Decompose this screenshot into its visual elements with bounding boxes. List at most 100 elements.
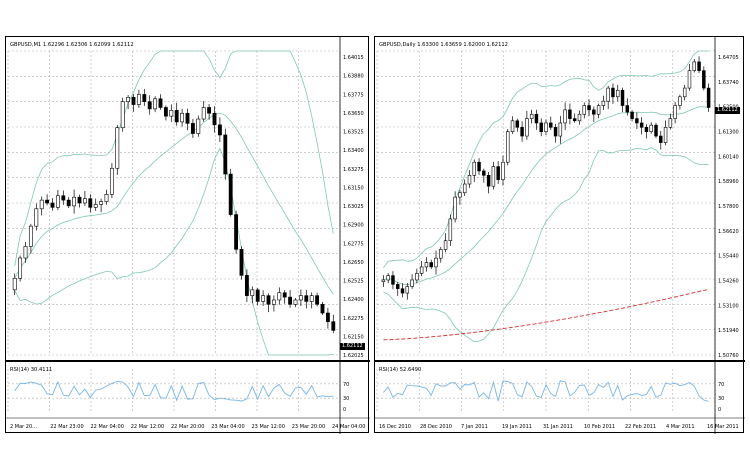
ma-line [383, 288, 709, 341]
rsi-line [8, 380, 340, 402]
candle-body [410, 279, 414, 287]
time-axis: 16 Dec 2010 28 Dec 2010 7 Jan 2011 19 Jan 2… [375, 417, 745, 430]
candle-body [587, 105, 591, 111]
candle-body [448, 218, 453, 242]
chart-header: GBPUSD,M1 1.62296 1.62306 1.62099 1.6211… [10, 42, 134, 48]
candle-body [39, 199, 44, 210]
chart-window-m1[interactable]: GBPUSD,M1 1.62296 1.62306 1.62099 1.6211… [5, 36, 370, 434]
candle-body [525, 118, 529, 137]
candle-body [120, 101, 125, 129]
candle-body [391, 275, 395, 285]
price-tick-label: 1.63775 [343, 92, 364, 98]
candle-body [255, 289, 260, 302]
price-tick-label: 1.63400 [343, 148, 364, 154]
candle-body [572, 118, 577, 122]
price-tick-label: 1.62400 [343, 297, 364, 303]
price-tick-label: 1.62275 [343, 316, 364, 322]
price-tick-label: 1.62025 [343, 353, 364, 359]
band-lower [14, 147, 334, 356]
candle-body [549, 122, 553, 128]
candle-body [424, 262, 429, 268]
price-axis: 1.647051.637401.625001.613001.601401.589… [718, 55, 739, 359]
candle-body [207, 107, 212, 114]
candle-body [544, 122, 548, 132]
candle-body [386, 275, 390, 281]
candle-body [66, 199, 71, 207]
candle-body [320, 304, 325, 314]
candle-body [142, 94, 147, 102]
candle-body [601, 100, 606, 106]
m1-chart-canvas[interactable]: GBPUSD,M1 1.62296 1.62306 1.62099 1.6211… [6, 37, 370, 434]
candle-body [439, 249, 443, 259]
price-tick-label: 1.64705 [718, 55, 739, 61]
candle-body [668, 118, 673, 128]
candle-body [304, 295, 309, 302]
candle-body [282, 292, 287, 298]
candle-body [72, 196, 77, 207]
daily-chart-canvas[interactable]: GBPUSD,Daily 1.63300 1.63659 1.62000 1.6… [375, 37, 745, 434]
time-tick-label: 10 Feb 2011 [584, 424, 615, 430]
price-tick-label: 1.63025 [343, 204, 364, 210]
time-tick-label: 2 Mar 20... [10, 424, 37, 430]
candle-body [400, 288, 405, 294]
candle-body [293, 299, 298, 305]
price-tick-label: 1.62900 [343, 223, 364, 229]
band-middle [383, 106, 709, 286]
candle-body [217, 124, 222, 136]
time-tick-label: 28 Dec 2010 [420, 424, 452, 430]
grid [376, 37, 716, 434]
time-axis: 2 Mar 20... 22 Mar 23:00 22 Mar 04:00 22 Ma… [6, 417, 370, 430]
candle-body [539, 122, 543, 132]
candle-body [163, 107, 168, 117]
candle-body [491, 166, 496, 187]
candle-body [635, 118, 639, 124]
candle-body [381, 279, 386, 283]
candle-body [61, 195, 66, 201]
time-tick-label: 22 Feb 2011 [625, 424, 656, 430]
candle-body [153, 98, 158, 110]
price-tick-label: 1.62775 [343, 241, 364, 247]
moving-average [383, 288, 709, 341]
candle-body [136, 94, 141, 105]
candle-body [196, 118, 201, 134]
time-tick-label: 16 Dec 2010 [379, 424, 411, 430]
candle-body [309, 295, 314, 302]
band-middle [14, 112, 334, 295]
candle-body [185, 112, 190, 124]
candle-body [482, 170, 486, 176]
candle-body [553, 127, 558, 137]
time-tick-label: 22 Mar 20:00 [171, 424, 204, 430]
time-tick-label: 22 Mar 12:00 [131, 424, 164, 430]
candle-body [520, 127, 524, 137]
time-tick-label: 23 Mar 20:00 [292, 424, 325, 430]
price-tick-label: 1.62525 [343, 279, 364, 285]
candle-body [244, 275, 249, 296]
candle-body [682, 87, 687, 98]
price-tick-label: 1.63880 [343, 74, 364, 80]
chart-header: GBPUSD,Daily 1.63300 1.63659 1.62000 1.6… [379, 42, 508, 48]
candle-body [620, 89, 625, 106]
rsi-axis: 70 30 0 [343, 382, 349, 413]
rsi-polyline [14, 380, 334, 402]
candle-body [174, 110, 179, 123]
candle-body [325, 312, 330, 323]
candle-body [506, 131, 510, 163]
candle-body [147, 101, 152, 110]
candle-body [239, 249, 244, 276]
candle-body [223, 134, 228, 175]
candle-body [639, 122, 644, 128]
candle-body [271, 299, 276, 305]
candle-body [453, 196, 457, 220]
price-tick-label: 1.63525 [343, 130, 364, 136]
chart-window-daily[interactable]: GBPUSD,Daily 1.63300 1.63659 1.62000 1.6… [374, 36, 745, 434]
candle-body [419, 266, 424, 274]
band-lower [383, 147, 709, 343]
candle-body [277, 292, 282, 301]
price-tick-label: 1.63650 [343, 111, 364, 117]
candle-body [577, 113, 582, 122]
time-tick-label: 16 Mar 2011 [707, 424, 739, 430]
candle-body [396, 284, 400, 290]
price-tick-label: 1.58960 [718, 179, 739, 185]
candle-body [28, 225, 33, 247]
candle-body [201, 107, 206, 120]
